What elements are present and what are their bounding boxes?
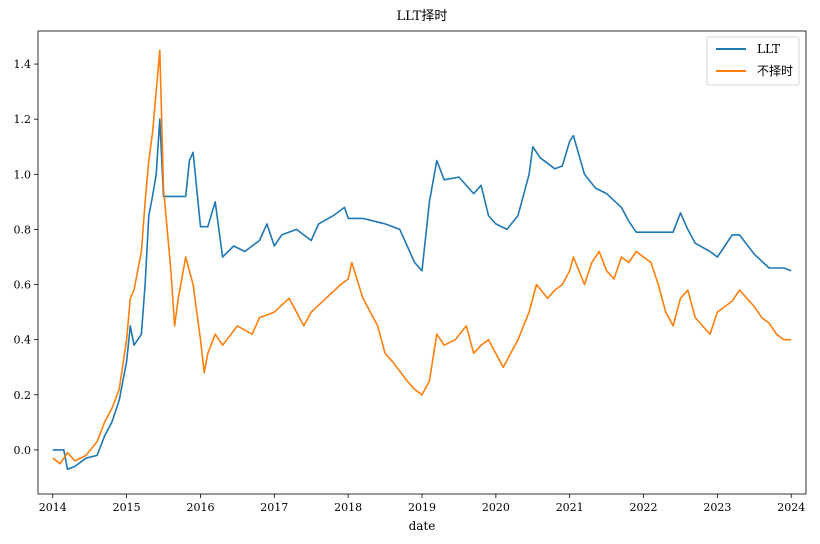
plot-area-frame <box>37 30 807 495</box>
x-tick-label: 2022 <box>630 501 658 514</box>
x-tick-label: 2021 <box>556 501 584 514</box>
plot-lines <box>52 49 792 471</box>
chart-title: LLT择时 <box>397 9 448 24</box>
y-tick-label: 1.4 <box>14 58 32 71</box>
x-tick-label: 2023 <box>703 501 731 514</box>
series-line-no-timing <box>52 49 792 465</box>
y-tick-label: 1.2 <box>14 113 32 126</box>
x-tick-label: 2014 <box>39 501 67 514</box>
legend: LLT 不择时 <box>706 36 800 86</box>
y-tick-label: 0.2 <box>14 389 32 402</box>
y-tick-label: 0.8 <box>14 223 32 236</box>
x-tick-label: 2016 <box>186 501 214 514</box>
x-tick-label: 2018 <box>334 501 362 514</box>
y-axis: 0.0 0.2 0.4 0.6 0.8 1.0 1.2 1.4 <box>14 58 38 457</box>
x-axis: 2014 2015 2016 2017 2018 2019 2020 2021 2022 2023… <box>39 494 805 514</box>
series-line-llt <box>52 118 792 471</box>
x-tick-label: 2019 <box>408 501 436 514</box>
legend-label-llt: LLT <box>757 42 780 56</box>
y-tick-label: 1.0 <box>14 168 32 181</box>
y-tick-label: 0.4 <box>14 334 32 347</box>
y-tick-label: 0.0 <box>14 444 32 457</box>
y-tick-label: 0.6 <box>14 279 32 292</box>
x-tick-label: 2020 <box>482 501 510 514</box>
x-axis-title: date <box>409 519 436 533</box>
x-tick-label: 2017 <box>260 501 288 514</box>
legend-label-no-timing: 不择时 <box>757 64 793 78</box>
x-tick-label: 2015 <box>113 501 141 514</box>
x-tick-label: 2024 <box>777 501 805 514</box>
